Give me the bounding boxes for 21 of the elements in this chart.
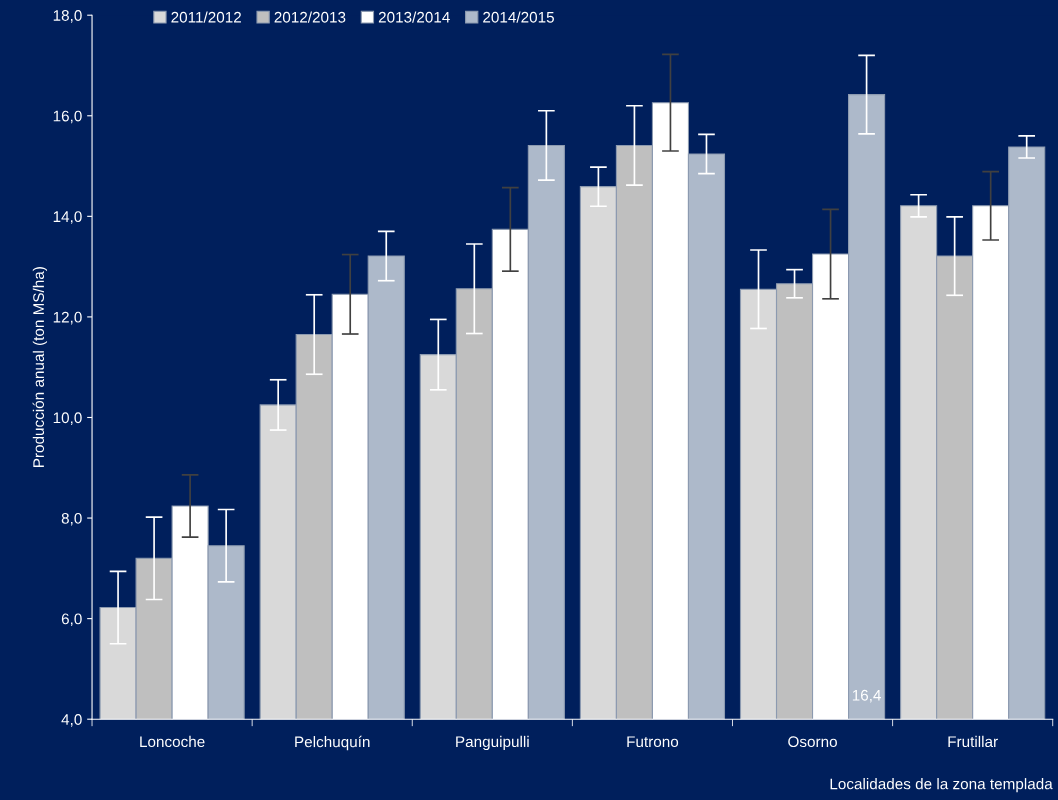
legend-label: 2013/2014 [378, 11, 450, 23]
y-tick-label: 14,0 [53, 211, 82, 224]
x-axis-title: Localidades de la zona templada [830, 778, 1053, 793]
legend-label: 2011/2012 [171, 11, 241, 23]
y-tick-label: 8,0 [61, 512, 82, 526]
legend-label: 2014/2015 [483, 11, 554, 23]
y-tick-label: 4,0 [61, 714, 82, 727]
x-tick-label: Pelchuquín [295, 735, 370, 751]
x-tick-label: Frutillar [948, 735, 998, 748]
y-tick-label: 16,0 [53, 110, 82, 124]
y-tick-label: 6,0 [61, 613, 82, 627]
y-tick-label: 18,0 [53, 10, 82, 23]
x-tick-label: Loncoche [140, 735, 205, 748]
y-tick-label: 12,0 [53, 311, 82, 325]
y-tick-label: 10,0 [53, 412, 82, 425]
x-tick-label: Panguipulli [456, 735, 529, 751]
legend-label: 2012/2013 [274, 11, 346, 23]
y-axis-title: Producción anual (ton MS/ha) [32, 267, 48, 467]
x-tick-label: Futrono [627, 736, 679, 748]
annotation: 16,4 [852, 689, 881, 703]
x-tick-label: Osorno [788, 736, 837, 748]
